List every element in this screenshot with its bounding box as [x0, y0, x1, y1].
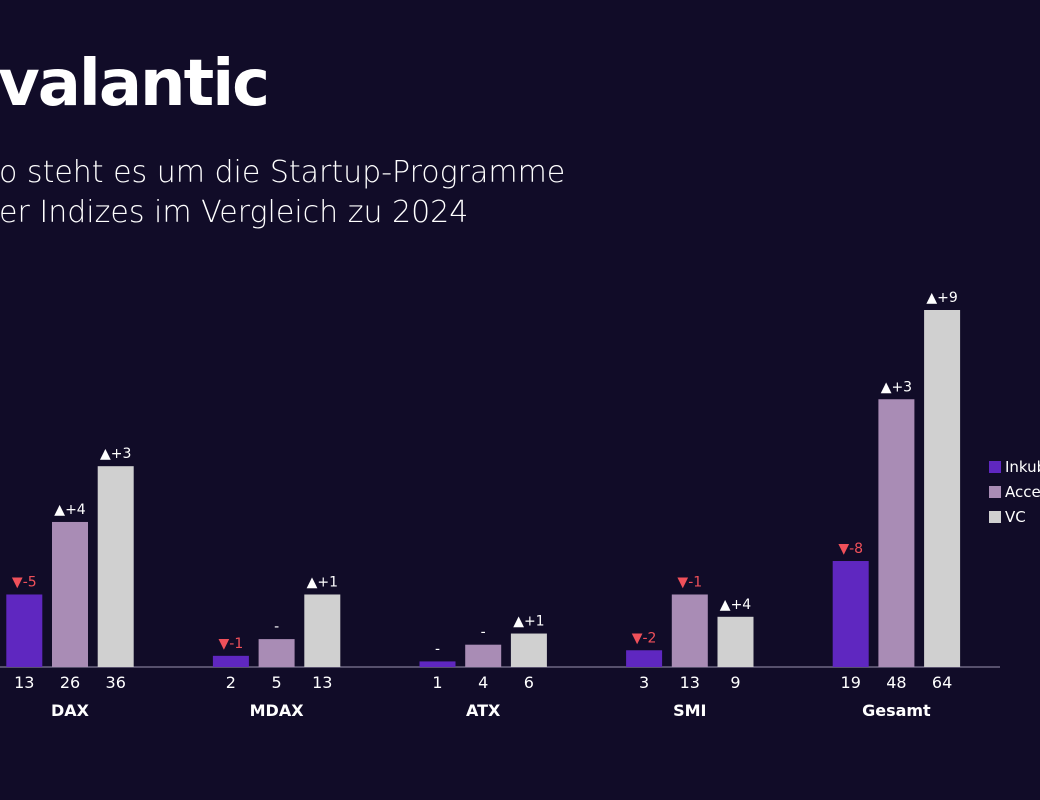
- legend-label: VC: [1005, 508, 1026, 526]
- logo: valantic: [0, 47, 268, 121]
- bar: [258, 639, 295, 667]
- legend-label: Inkubator: [1005, 458, 1040, 476]
- category-label: ATX: [466, 701, 501, 720]
- category-label: DAX: [51, 701, 90, 720]
- chart-title: So steht es um die Startup-Programme: [0, 155, 565, 190]
- change-label: ▲+9: [926, 290, 957, 306]
- category-label: Gesamt: [862, 701, 931, 720]
- value-label: 4: [478, 673, 488, 692]
- change-label: ▼-5: [12, 574, 37, 590]
- bar: [465, 644, 502, 667]
- chart-title: der Indizes im Vergleich zu 2024: [0, 195, 468, 230]
- value-label: 3: [639, 673, 649, 692]
- bar: [717, 616, 754, 667]
- value-label: 26: [60, 673, 80, 692]
- bar: [6, 594, 43, 667]
- change-label: ▼-2: [632, 630, 657, 646]
- legend-swatch: [989, 461, 1001, 473]
- change-label: ▲+1: [307, 574, 338, 590]
- value-label: 5: [272, 673, 282, 692]
- value-label: 48: [886, 673, 906, 692]
- bar: [52, 521, 88, 667]
- change-label: ▲+1: [513, 614, 544, 630]
- bar: [212, 655, 249, 667]
- value-label: 1: [432, 673, 442, 692]
- legend-label: Accelerator: [1005, 483, 1040, 501]
- change-label: -: [435, 641, 440, 657]
- value-label: 64: [932, 673, 952, 692]
- category-label: MDAX: [250, 701, 305, 720]
- change-label: ▼-1: [677, 574, 702, 590]
- value-label: 2: [226, 673, 236, 692]
- change-label: ▲+4: [54, 502, 85, 518]
- category-label: SMI: [673, 701, 706, 720]
- change-label: ▲+3: [100, 446, 131, 462]
- bar: [304, 594, 341, 667]
- change-label: -: [274, 619, 279, 635]
- change-label: ▼-8: [838, 541, 863, 557]
- legend-swatch: [989, 486, 1001, 498]
- bar: [97, 466, 134, 667]
- bar: [924, 310, 961, 667]
- bar: [419, 661, 456, 667]
- bar: [626, 650, 663, 667]
- bar: [878, 399, 915, 667]
- value-label: 13: [14, 673, 34, 692]
- value-label: 9: [730, 673, 740, 692]
- value-label: 6: [524, 673, 534, 692]
- legend-swatch: [989, 511, 1001, 523]
- change-label: ▼-1: [219, 636, 244, 652]
- value-label: 19: [841, 673, 861, 692]
- change-label: ▲+3: [881, 379, 912, 395]
- value-label: 13: [312, 673, 332, 692]
- value-label: 13: [680, 673, 700, 692]
- bar: [671, 594, 708, 667]
- change-label: ▲+4: [720, 597, 751, 613]
- change-label: -: [481, 625, 486, 641]
- value-label: 36: [106, 673, 126, 692]
- bar: [832, 561, 869, 667]
- bar: [510, 633, 547, 667]
